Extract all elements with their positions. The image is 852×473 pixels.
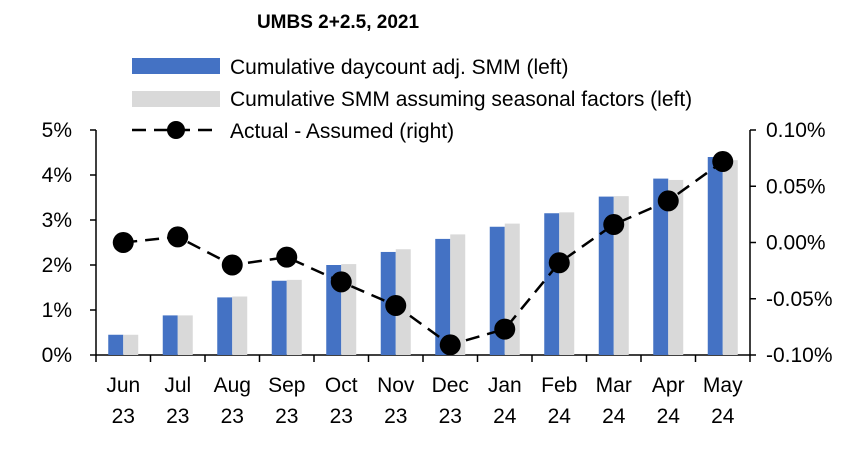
bar-seasonal-smm [559,212,575,355]
bars [108,157,738,355]
point-actual-minus-assumed [276,246,298,268]
bar-daycount-adj-smm [217,297,233,355]
legend-label-seasonal-smm: Cumulative SMM assuming seasonal factors… [230,88,692,111]
x-axis-tick-label-year: 23 [330,405,353,428]
x-axis-tick-label-month: May [703,374,743,397]
right-axis-tick-label: -0.10% [766,344,833,367]
x-axis-tick-label-year: 23 [221,405,244,428]
legend-marker-actual-minus-assumed [167,121,185,139]
legend-label-daycount-adj-smm: Cumulative daycount adj. SMM (left) [230,56,568,79]
bar-daycount-adj-smm [598,196,614,355]
point-actual-minus-assumed [112,232,134,253]
bar-daycount-adj-smm [544,213,560,355]
x-axis-tick-label-year: 23 [439,405,462,428]
x-axis-tick-label-year: 23 [384,405,407,428]
point-actual-minus-assumed [712,151,734,172]
x-axis-tick-label-year: 23 [275,405,298,428]
x-axis-tick-label-month: Feb [541,374,577,397]
legend-label-actual-minus-assumed: Actual - Assumed (right) [230,120,454,143]
bar-seasonal-smm [232,296,248,355]
bar-seasonal-smm [613,196,629,355]
bar-daycount-adj-smm [162,315,178,355]
x-axis-tick-label-year: 24 [657,405,681,428]
bar-daycount-adj-smm [653,178,669,355]
x-axis-tick-label-month: Nov [377,374,415,397]
point-actual-minus-assumed [439,334,461,356]
x-axis-tick-label-year: 23 [112,405,135,428]
chart-title: UMBS 2+2.5, 2021 [257,12,420,33]
left-axis-tick-label: 0% [42,344,72,367]
bar-daycount-adj-smm [108,334,124,355]
line-actual-minus-assumed [123,160,724,347]
x-axis-tick-label-month: Apr [652,374,685,397]
right-axis-tick-label: 0.10% [766,119,826,142]
bar-daycount-adj-smm [707,157,723,355]
point-actual-minus-assumed [167,226,189,248]
x-axis-tick-label-month: Aug [214,374,251,397]
point-actual-minus-assumed [548,252,570,274]
line-series [112,151,734,356]
x-axis-tick-label-year: 24 [548,405,572,428]
point-actual-minus-assumed [657,190,679,212]
point-actual-minus-assumed [385,295,407,316]
left-axis-tick-label: 2% [42,254,72,277]
bar-seasonal-smm [177,315,193,355]
x-axis-tick-label-year: 24 [711,405,735,428]
x-axis-tick-label-month: Sep [268,374,305,397]
left-axis-tick-label: 3% [42,209,72,232]
x-axis-tick-label-month: Jul [164,374,191,397]
left-axis-tick-label: 5% [42,119,72,142]
bar-seasonal-smm [123,334,139,355]
legend-swatch-daycount-adj-smm [132,58,220,74]
bar-seasonal-smm [450,234,466,355]
x-axis-tick-label-month: Mar [596,374,632,397]
x-axis-tick-label-month: Jan [488,374,522,397]
x-axis-tick-label-month: Dec [432,374,469,397]
bar-seasonal-smm [668,179,684,355]
legend: Cumulative daycount adj. SMM (left) Cumu… [132,56,692,143]
point-actual-minus-assumed [494,318,516,340]
point-actual-minus-assumed [221,254,243,276]
point-actual-minus-assumed [330,271,352,293]
point-actual-minus-assumed [603,214,625,235]
left-axis-tick-label: 1% [42,299,72,322]
x-axis-tick-label-month: Jun [106,374,140,397]
right-axis-tick-label: 0.05% [766,175,826,198]
axis-labels: 0% 1% 2% 3% 4% 5% -0.10% -0.05% 0.00% 0.05% 0.10% J… [42,119,833,428]
x-axis-tick-label-year: 24 [602,405,626,428]
left-axis-tick-label: 4% [42,164,72,187]
axes [90,129,756,362]
x-axis-tick-label-year: 23 [166,405,189,428]
bar-seasonal-smm [722,160,738,355]
bar-daycount-adj-smm [435,238,451,355]
bar-seasonal-smm [286,279,302,355]
bar-daycount-adj-smm [271,280,287,355]
legend-swatch-seasonal-smm [132,91,220,107]
x-axis-tick-label-month: Oct [325,374,358,397]
x-axis-tick-label-year: 24 [493,405,517,428]
right-axis-tick-label: -0.05% [766,288,833,311]
right-axis-tick-label: 0.00% [766,232,826,255]
